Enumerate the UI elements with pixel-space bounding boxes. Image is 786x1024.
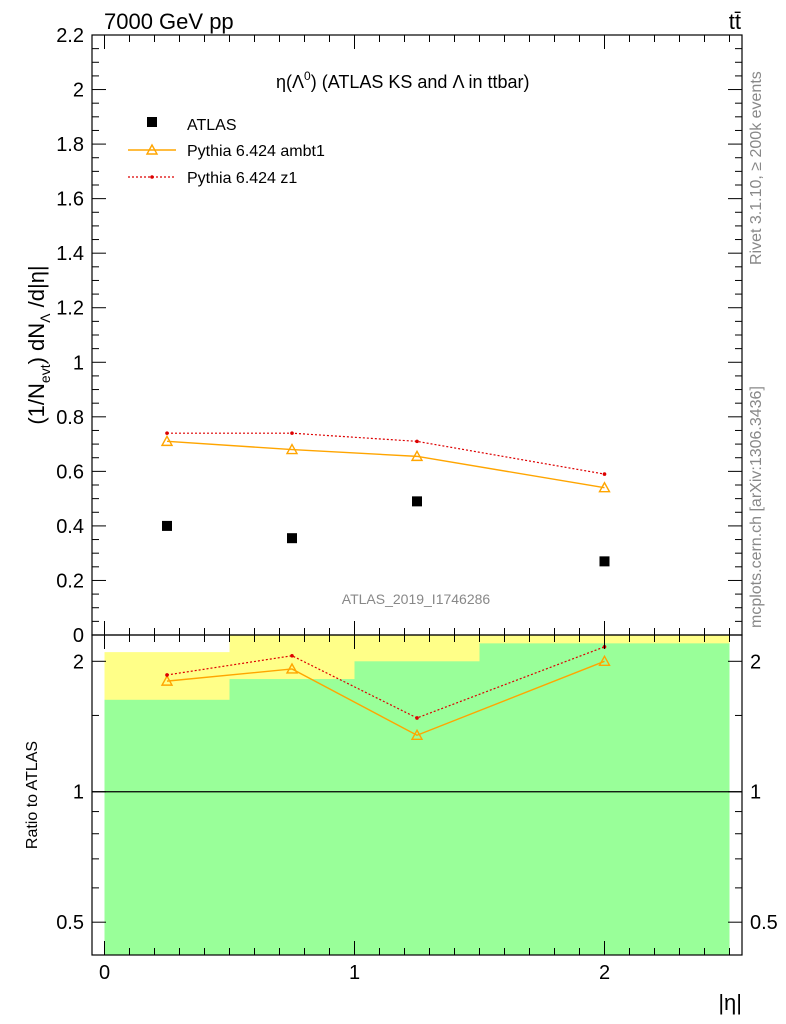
legend-label-atlas: ATLAS [187,117,237,134]
main-panel: 0 0.2 0.4 0.6 0.8 1 1.2 1.4 1.6 1.8 2 2.2 η(Λ0) (AT… [24,25,742,647]
main-z1-point-3 [602,472,607,476]
legend-marker-ambt1 [145,143,159,155]
ratio-z1-point-2 [415,716,419,720]
main-ytick-label-7: 1.4 [56,243,84,265]
main-ytick-label-0: 0 [73,625,84,647]
ratio-z1-point-0 [165,673,169,677]
main-ambt1-point-3 [598,481,611,493]
main-atlas-point-2 [412,496,422,507]
ratio-ambt1-point-2 [410,728,424,740]
main-atlas-point-3 [599,556,610,567]
x-tick-label-1: 1 [349,962,360,984]
main-ytick-label-8: 1.6 [56,189,84,211]
x-tick-label-0: 0 [99,962,110,984]
main-ytick-label-9: 1.8 [56,134,84,156]
main-y-axis-label: (1/Nevt) dNΛ /d|η| [24,265,53,424]
main-plot-area [160,431,611,567]
ratio-plot-area [92,645,742,793]
ratio-x-ticks: 0 1 2 [99,635,730,984]
ratio-ytick-label-left-2: 2 [73,651,84,673]
main-z1-point-1 [290,431,294,435]
ratio-frame [91,634,743,956]
ratio-ytick-label-left-0: 0.5 [56,912,84,934]
main-ambt1-line [166,440,605,489]
process-label: tt̄ [729,9,741,34]
main-atlas-point-1 [287,533,297,544]
main-ytick-label-4: 0.8 [56,407,84,429]
ratio-panel: 0.5 0.5 1 1 2 2 0 1 2 Ratio to ATLAS |η| [24,635,778,1015]
band-inner-1 [229,679,355,955]
band-inner-3 [479,643,730,955]
energy-label: 7000 GeV pp [104,9,234,34]
main-ambt1-point-2 [410,449,424,462]
main-ytick-label-5: 1 [73,352,84,374]
main-ytick-label-1: 0.2 [56,570,84,592]
main-ambt1-point-1 [285,443,299,455]
analysis-watermark: ATLAS_2019_I1746286 [342,591,491,607]
ratio-bands [104,635,730,955]
main-z1-line [167,432,605,475]
legend-marker-atlas [147,117,157,127]
x-axis-label: |η| [718,990,742,1015]
main-ytick-label-6: 1.2 [56,298,84,320]
main-ytick-label-3: 0.6 [56,461,84,483]
main-x-ticks [104,35,730,635]
ratio-ambt1-point-1 [285,662,299,674]
main-z1-point-2 [415,439,419,444]
ratio-ytick-label-left-1: 1 [73,782,84,804]
main-y-ticks: 0 0.2 0.4 0.6 0.8 1 1.2 1.4 1.6 1.8 2 2.2 [56,25,742,647]
ratio-y-ticks: 0.5 0.5 1 1 2 2 [56,651,778,934]
ratio-z1-line [166,646,605,719]
legend-marker-z1 [150,175,154,179]
main-z1-point-0 [165,431,169,435]
legend-label-ambt1: Pythia 6.424 ambt1 [187,143,325,160]
band-inner-0 [104,699,230,955]
ratio-ambt1-point-0 [160,674,174,686]
ratio-ambt1-point-3 [598,654,611,667]
ratio-ambt1-line [166,660,605,737]
legend-label-z1: Pythia 6.424 z1 [187,170,297,187]
mcplots-label: mcplots.cern.ch [arXiv:1306.3436] [748,386,765,628]
main-ambt1-point-0 [160,434,174,447]
main-ytick-label-2: 0.4 [56,516,84,538]
ratio-y-axis-label: Ratio to ATLAS [24,741,41,849]
main-ytick-label-11: 2.2 [56,25,84,47]
ratio-ytick-label-right-2: 2 [750,651,761,673]
ratio-ytick-label-right-0: 0.5 [750,912,778,934]
rivet-label: Rivet 3.1.10, ≥ 200k events [748,71,765,265]
ratio-z1-point-1 [290,653,294,658]
band-inner-2 [354,661,480,955]
main-ytick-label-10: 2 [73,80,84,102]
legend: ATLAS Pythia 6.424 ambt1 Pythia 6.424 z1 [128,117,325,187]
x-tick-label-2: 2 [599,962,610,984]
ratio-ytick-label-right-1: 1 [750,782,761,804]
chart-title: η(Λ0) (ATLAS KS and Λ in ttbar) [276,69,530,92]
main-atlas-point-0 [162,520,172,531]
